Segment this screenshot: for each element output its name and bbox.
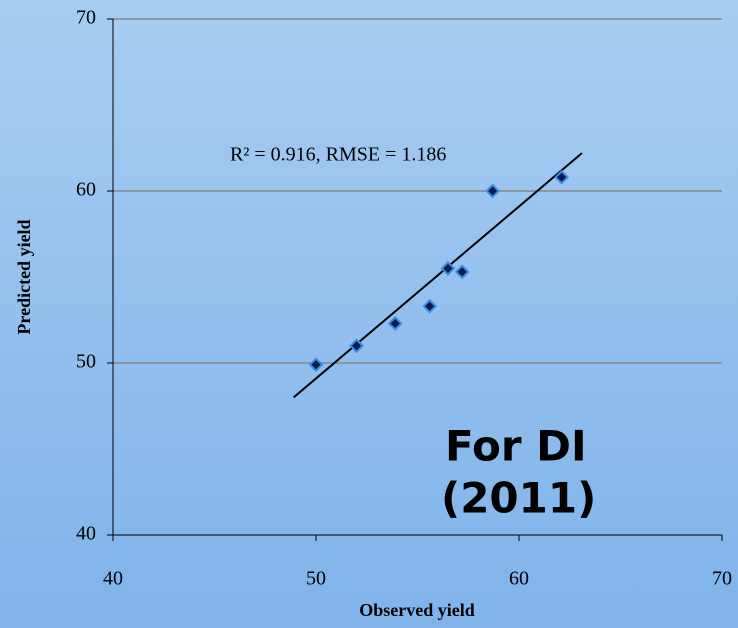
page: Observed yield Predicted yield R² = 0.91…: [0, 0, 738, 628]
x-tick-label: 50: [306, 568, 326, 590]
y-tick-label: 50: [76, 351, 96, 373]
chart: Observed yield Predicted yield R² = 0.91…: [0, 0, 738, 628]
x-tick-label: 40: [103, 568, 123, 590]
y-tick-label: 60: [76, 179, 96, 201]
annotation: R² = 0.916, RMSE = 1.186: [230, 144, 446, 166]
y-tick-label: 40: [76, 523, 96, 545]
x-tick-label: 60: [509, 568, 529, 590]
x-axis-title: Observed yield: [359, 600, 475, 620]
big-label: (2011): [441, 474, 596, 523]
background: [0, 0, 738, 628]
y-axis-title: Predicted yield: [14, 219, 34, 334]
x-tick-label: 70: [712, 568, 732, 590]
big-label: For DI: [445, 422, 587, 471]
y-tick-label: 70: [76, 7, 96, 29]
